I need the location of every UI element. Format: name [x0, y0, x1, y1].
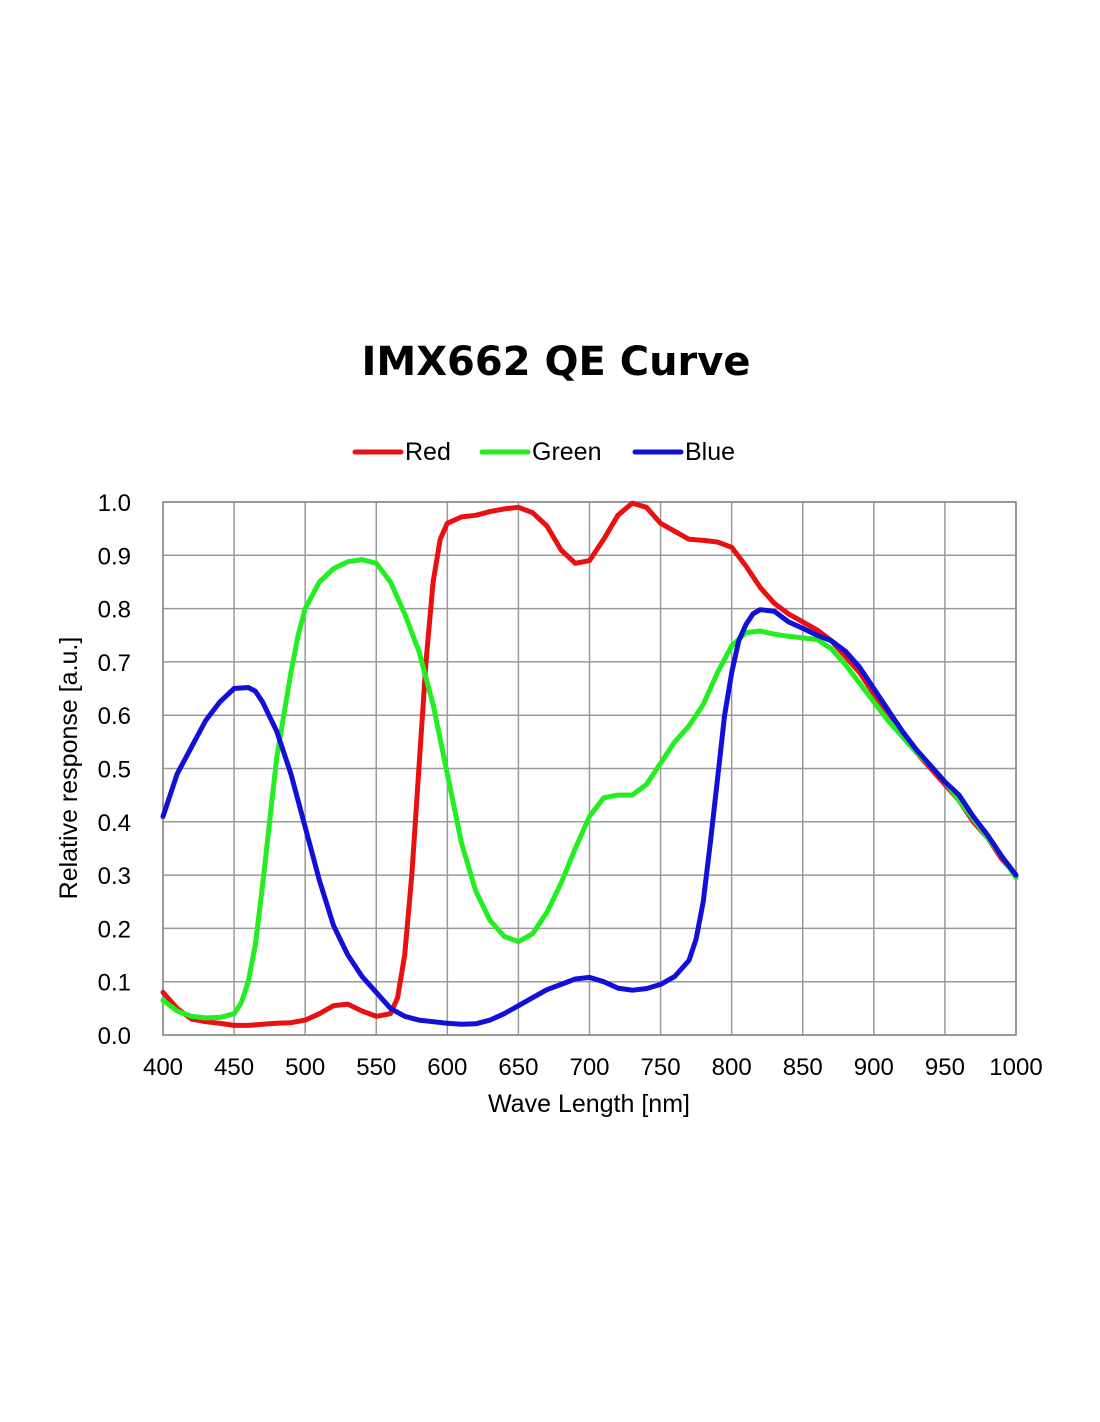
x-axis-label: Wave Length [nm]: [488, 1090, 690, 1118]
legend-label-green: Green: [532, 438, 601, 466]
series-lines: [160, 500, 1019, 1028]
y-tick-label: 0.4: [98, 810, 131, 837]
y-tick-label: 0.1: [98, 970, 131, 997]
y-tick-label: 0.8: [98, 597, 131, 624]
x-tick-label: 1000: [989, 1054, 1042, 1081]
y-tick-label: 0.2: [98, 916, 131, 943]
y-tick-label: 0.9: [98, 543, 131, 570]
y-tick-label: 0.7: [98, 650, 131, 677]
y-tick-label: 0.3: [98, 863, 131, 890]
y-tick-label: 0.0: [98, 1023, 131, 1050]
legend-label-red: Red: [405, 438, 451, 466]
x-tick-label: 650: [498, 1054, 538, 1081]
x-tick-label: 550: [356, 1054, 396, 1081]
series-line-red: [160, 500, 1019, 1028]
x-tick-label: 700: [569, 1054, 609, 1081]
x-tick-label: 450: [214, 1054, 254, 1081]
x-tick-label: 750: [641, 1054, 681, 1081]
legend-item-green: Green: [479, 438, 601, 466]
legend-item-blue: Blue: [632, 438, 735, 466]
y-axis-label: Relative response [a.u.]: [55, 637, 83, 900]
x-tick-label: 900: [854, 1054, 894, 1081]
y-tick-label: 1.0: [98, 490, 131, 517]
x-tick-label: 850: [783, 1054, 823, 1081]
y-tick-label: 0.6: [98, 703, 131, 730]
y-tick-labels: 0.0 0.1 0.2 0.3 0.4 0.5 0.6 0.7 0.8 0.9 1.0: [98, 490, 131, 1050]
series-line-green: [160, 557, 1019, 1021]
chart-title: IMX662 QE Curve: [362, 339, 751, 385]
plot-frame: [162, 501, 1017, 1036]
x-tick-label: 400: [143, 1054, 183, 1081]
x-tick-labels: 400 450 500 550 600 650 700 750 800 850 900 950 1000: [143, 1054, 1043, 1081]
series-line-blue: [160, 607, 1019, 1027]
x-tick-label: 950: [925, 1054, 965, 1081]
grid-lines: [162, 501, 1017, 1036]
x-tick-label: 600: [427, 1054, 467, 1081]
x-tick-label: 800: [712, 1054, 752, 1081]
legend: Red Green Blue: [352, 438, 735, 466]
x-tick-label: 500: [285, 1054, 325, 1081]
y-tick-label: 0.5: [98, 757, 131, 784]
legend-item-red: Red: [352, 438, 451, 466]
legend-label-blue: Blue: [685, 438, 735, 466]
